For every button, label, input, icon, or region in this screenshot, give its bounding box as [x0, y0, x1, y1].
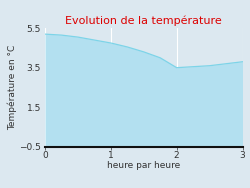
X-axis label: heure par heure: heure par heure	[107, 161, 180, 170]
Y-axis label: Température en °C: Température en °C	[8, 45, 18, 130]
Title: Evolution de la température: Evolution de la température	[66, 16, 222, 26]
